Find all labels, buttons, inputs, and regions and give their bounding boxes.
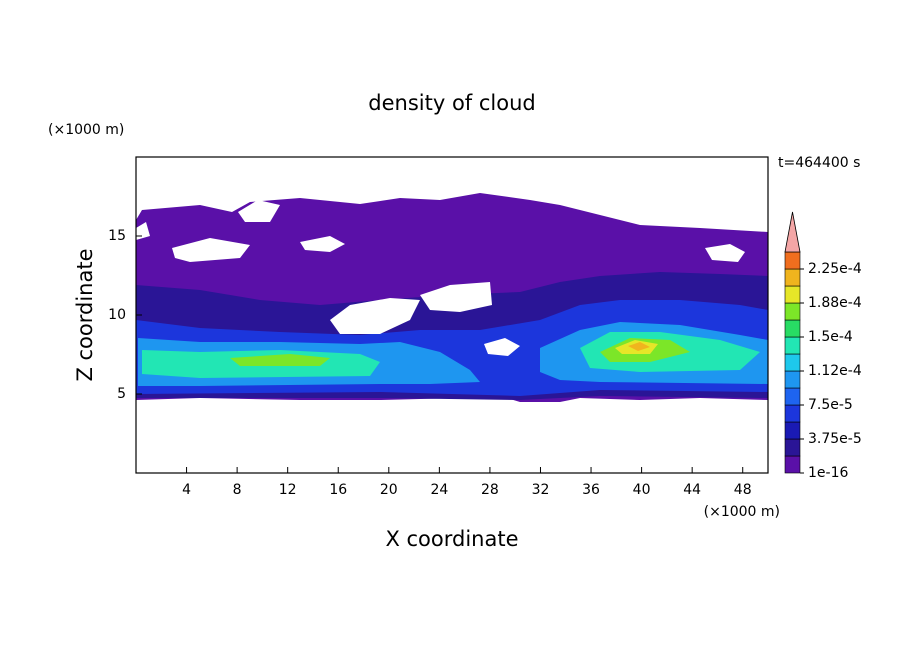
x-tick-label: 40 xyxy=(633,482,651,498)
y-unit: (×1000 m) xyxy=(48,122,124,138)
cloud-free-area xyxy=(172,238,250,262)
x-tick-label: 36 xyxy=(582,482,600,498)
colorbar-tick-label: 2.25e-4 xyxy=(808,261,862,277)
cloud-free-area xyxy=(330,298,420,334)
contour-region xyxy=(628,342,650,351)
colorbar-tick-label: 1e-16 xyxy=(808,465,848,481)
contour-region xyxy=(230,354,330,366)
colorbar-tick-label: 3.75e-5 xyxy=(808,431,862,447)
x-tick-label: 48 xyxy=(734,482,752,498)
x-tick-label: 44 xyxy=(683,482,701,498)
x-tick-label: 8 xyxy=(233,482,242,498)
y-tick-label: 5 xyxy=(117,386,126,402)
x-tick-label: 12 xyxy=(279,482,297,498)
x-unit: (×1000 m) xyxy=(704,504,780,520)
colorbar-swatch xyxy=(784,302,801,321)
colorbar-swatch xyxy=(784,387,801,406)
colorbar-tick-label: 7.5e-5 xyxy=(808,397,853,413)
x-tick-label: 4 xyxy=(182,482,191,498)
chart-title: density of cloud xyxy=(368,91,535,115)
cloud-free-area xyxy=(238,200,280,222)
colorbar-swatch xyxy=(784,336,801,355)
colorbar-tick-label: 1.88e-4 xyxy=(808,295,862,311)
cloud-free-area xyxy=(484,338,520,356)
y-axis-label: Z coordinate xyxy=(73,248,97,381)
y-tick-label: 15 xyxy=(108,228,126,244)
cloud-free-area xyxy=(705,244,745,262)
colorbar-swatch xyxy=(784,285,801,304)
y-tick-label: 10 xyxy=(108,307,126,323)
x-tick-label: 32 xyxy=(532,482,550,498)
x-tick-label: 28 xyxy=(481,482,499,498)
x-tick-label: 20 xyxy=(380,482,398,498)
colorbar-swatch xyxy=(784,421,801,440)
contour-field xyxy=(136,193,768,402)
time-label: t=464400 s xyxy=(778,155,860,171)
colorbar-swatch xyxy=(784,438,801,457)
colorbar-swatch xyxy=(784,455,801,474)
cloud-free-area xyxy=(300,236,345,252)
colorbar-swatch xyxy=(784,353,801,372)
cloud-free-area xyxy=(420,282,492,312)
colorbar-swatch xyxy=(784,268,801,287)
colorbar-tick-label: 1.12e-4 xyxy=(808,363,862,379)
x-tick-label: 16 xyxy=(329,482,347,498)
contour-gap xyxy=(136,200,745,356)
colorbar-tick-label: 1.5e-4 xyxy=(808,329,853,345)
colorbar-swatch xyxy=(784,319,801,338)
x-axis-label: X coordinate xyxy=(385,527,518,551)
colorbar-swatch xyxy=(784,251,801,270)
x-tick-label: 24 xyxy=(430,482,448,498)
colorbar-swatch xyxy=(784,404,801,423)
colorbar-swatch xyxy=(784,370,801,389)
colorbar-extend xyxy=(784,211,801,253)
